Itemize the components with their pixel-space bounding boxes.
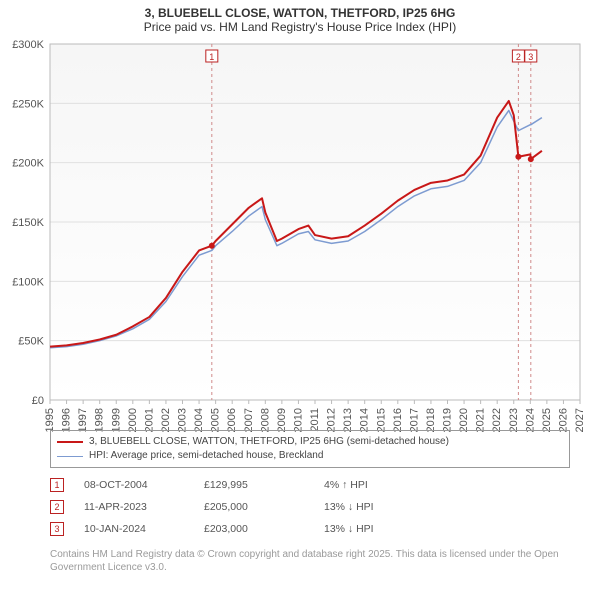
legend: 3, BLUEBELL CLOSE, WATTON, THETFORD, IP2… [50, 430, 570, 468]
svg-text:£250K: £250K [12, 98, 44, 110]
sale-price: £205,000 [204, 501, 324, 513]
sale-price: £203,000 [204, 523, 324, 535]
svg-text:2024: 2024 [524, 408, 536, 432]
svg-text:2004: 2004 [193, 408, 205, 432]
svg-text:2013: 2013 [342, 408, 354, 432]
svg-text:£200K: £200K [12, 158, 44, 170]
sale-row: 2 11-APR-2023£205,00013% ↓ HPI [50, 496, 570, 518]
sale-date: 08-OCT-2004 [84, 479, 204, 491]
svg-text:2010: 2010 [292, 408, 304, 432]
footnote: Contains HM Land Registry data © Crown c… [50, 548, 570, 574]
svg-text:2008: 2008 [259, 408, 271, 432]
svg-text:2020: 2020 [458, 408, 470, 432]
svg-text:2003: 2003 [177, 408, 189, 432]
legend-item: 3, BLUEBELL CLOSE, WATTON, THETFORD, IP2… [57, 435, 563, 449]
legend-item: HPI: Average price, semi-detached house,… [57, 449, 563, 463]
svg-text:2: 2 [516, 52, 521, 62]
svg-text:2018: 2018 [425, 408, 437, 432]
svg-text:2016: 2016 [392, 408, 404, 432]
svg-text:2026: 2026 [557, 408, 569, 432]
sale-date: 10-JAN-2024 [84, 523, 204, 535]
svg-text:£0: £0 [32, 395, 44, 407]
svg-text:£150K: £150K [12, 217, 44, 229]
sale-date: 11-APR-2023 [84, 501, 204, 513]
chart-area: £0£50K£100K£150K£200K£250K£300K199519961… [50, 44, 580, 400]
legend-label: HPI: Average price, semi-detached house,… [89, 449, 323, 463]
svg-text:2027: 2027 [574, 408, 586, 432]
svg-text:£50K: £50K [18, 336, 44, 348]
svg-text:1: 1 [209, 52, 214, 62]
svg-text:2005: 2005 [210, 408, 222, 432]
sale-marker-box: 1 [50, 478, 64, 492]
line-chart: £0£50K£100K£150K£200K£250K£300K199519961… [50, 44, 350, 194]
svg-text:2002: 2002 [160, 408, 172, 432]
svg-text:2015: 2015 [375, 408, 387, 432]
svg-text:2019: 2019 [442, 408, 454, 432]
svg-text:2023: 2023 [508, 408, 520, 432]
svg-text:2011: 2011 [309, 408, 321, 432]
svg-text:1998: 1998 [94, 408, 106, 432]
chart-title-line1: 3, BLUEBELL CLOSE, WATTON, THETFORD, IP2… [0, 0, 600, 20]
svg-text:£300K: £300K [12, 39, 44, 51]
sale-marker-box: 3 [50, 522, 64, 536]
legend-swatch [57, 441, 83, 443]
sale-row: 3 10-JAN-2024£203,00013% ↓ HPI [50, 518, 570, 540]
legend-swatch [57, 456, 83, 457]
sale-row: 1 08-OCT-2004£129,9954% ↑ HPI [50, 474, 570, 496]
svg-text:£100K: £100K [12, 276, 44, 288]
svg-text:2022: 2022 [491, 408, 503, 432]
sale-hpi: 4% ↑ HPI [324, 479, 444, 491]
legend-label: 3, BLUEBELL CLOSE, WATTON, THETFORD, IP2… [89, 435, 449, 449]
svg-text:2017: 2017 [408, 408, 420, 432]
svg-text:2006: 2006 [226, 408, 238, 432]
sale-hpi: 13% ↓ HPI [324, 523, 444, 535]
svg-text:2001: 2001 [143, 408, 155, 432]
svg-text:2000: 2000 [127, 408, 139, 432]
sale-hpi: 13% ↓ HPI [324, 501, 444, 513]
svg-text:2009: 2009 [276, 408, 288, 432]
svg-text:1996: 1996 [61, 408, 73, 432]
sale-price: £129,995 [204, 479, 324, 491]
sale-marker-box: 2 [50, 500, 64, 514]
svg-text:2021: 2021 [475, 408, 487, 432]
svg-text:1995: 1995 [44, 408, 56, 432]
svg-text:1999: 1999 [110, 408, 122, 432]
svg-text:2014: 2014 [359, 408, 371, 432]
svg-text:2025: 2025 [541, 408, 553, 432]
svg-text:3: 3 [528, 52, 533, 62]
chart-title-line2: Price paid vs. HM Land Registry's House … [0, 20, 600, 38]
sales-table: 1 08-OCT-2004£129,9954% ↑ HPI 2 11-APR-2023… [50, 474, 570, 540]
svg-text:1997: 1997 [77, 408, 89, 432]
svg-text:2007: 2007 [243, 408, 255, 432]
svg-text:2012: 2012 [326, 408, 338, 432]
